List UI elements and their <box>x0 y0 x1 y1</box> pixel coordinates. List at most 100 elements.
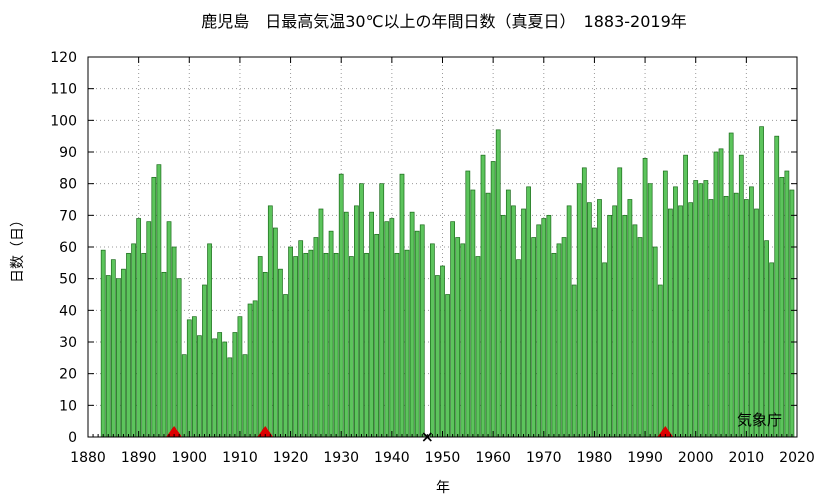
bar <box>708 199 714 438</box>
bar <box>576 183 582 438</box>
bar <box>556 243 562 438</box>
bar <box>505 189 511 438</box>
bar <box>374 233 380 438</box>
x-tick-label: 1910 <box>222 450 258 466</box>
bar <box>262 271 268 438</box>
relocation-marker <box>166 426 183 437</box>
bar <box>242 354 248 438</box>
bar <box>126 252 131 438</box>
bar <box>181 354 187 438</box>
bar <box>536 224 542 438</box>
bar <box>592 227 597 438</box>
chart-title: 鹿児島 日最高気温30℃以上の年間日数（真夏日） 1883-2019年 <box>201 12 687 31</box>
bar <box>465 170 471 438</box>
bar <box>257 256 263 438</box>
bar <box>237 316 243 438</box>
bar <box>232 332 238 438</box>
bar <box>359 183 364 438</box>
bar <box>273 227 278 438</box>
bar <box>409 211 415 438</box>
y-tick-label: 40 <box>59 303 77 319</box>
bar <box>531 237 537 438</box>
bar <box>333 252 339 438</box>
bar <box>343 211 349 438</box>
bar <box>288 246 293 438</box>
x-axis-label: 年 <box>436 480 450 496</box>
bar <box>293 256 299 438</box>
bar <box>688 202 694 438</box>
bar <box>186 319 192 438</box>
bar <box>146 221 152 438</box>
bar <box>176 278 182 438</box>
bar <box>728 132 734 438</box>
bar <box>283 294 288 438</box>
bar <box>141 252 147 438</box>
y-tick-label: 80 <box>59 177 77 193</box>
bar <box>571 284 577 438</box>
bar <box>622 214 628 438</box>
y-tick-label: 20 <box>59 367 77 383</box>
bar <box>546 214 552 438</box>
bar <box>526 186 531 438</box>
y-tick-label: 100 <box>50 113 77 129</box>
bar <box>450 221 456 438</box>
bar <box>754 208 759 438</box>
y-tick-label: 10 <box>59 398 77 414</box>
relocation-marker <box>257 426 274 437</box>
bar <box>404 249 410 438</box>
bars <box>100 126 795 438</box>
bar <box>612 205 618 438</box>
bar <box>607 214 612 438</box>
bar <box>490 161 496 438</box>
bar <box>161 271 167 438</box>
bar <box>348 256 354 438</box>
y-tick-label: 30 <box>59 335 77 351</box>
bar <box>759 126 764 438</box>
y-tick-label: 110 <box>50 82 77 98</box>
bar <box>197 335 202 438</box>
bar <box>364 252 369 438</box>
x-tick-label: 1930 <box>323 450 359 466</box>
bar <box>252 300 258 438</box>
bar <box>789 189 795 438</box>
x-tick-label: 1920 <box>273 450 309 466</box>
x-tick-label: 1940 <box>374 450 410 466</box>
x-tick-label: 2010 <box>729 450 765 466</box>
bar <box>738 154 744 438</box>
bar <box>718 148 724 438</box>
y-tick-label: 120 <box>50 50 77 66</box>
bar <box>445 294 450 438</box>
x-tick-label: 1880 <box>70 450 106 466</box>
bar <box>384 221 390 438</box>
bar <box>764 240 769 438</box>
bar <box>394 252 400 438</box>
x-tick-label: 1980 <box>577 450 613 466</box>
bar <box>222 341 228 438</box>
bar <box>166 221 172 438</box>
bar <box>217 332 223 438</box>
bar <box>100 249 106 438</box>
bar <box>678 205 683 438</box>
bar <box>455 237 461 438</box>
bar <box>521 208 526 438</box>
bar <box>698 183 704 438</box>
x-tick-label: 1970 <box>526 450 562 466</box>
bar <box>652 246 658 438</box>
bar <box>414 230 420 438</box>
bar <box>419 224 425 438</box>
markers <box>166 426 674 442</box>
bar <box>657 284 663 438</box>
bar <box>131 243 136 438</box>
bar <box>156 164 162 438</box>
bar <box>399 173 405 438</box>
bar <box>298 240 304 438</box>
bar <box>460 243 466 438</box>
bar <box>136 218 142 438</box>
bar <box>597 199 602 438</box>
x-tick-label: 1960 <box>475 450 511 466</box>
bar <box>733 192 739 438</box>
bar <box>202 284 207 438</box>
bar <box>561 237 567 438</box>
bar <box>480 154 486 438</box>
bar <box>110 259 116 438</box>
